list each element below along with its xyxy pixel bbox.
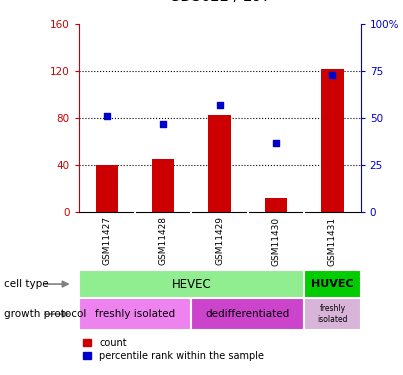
Legend: count, percentile rank within the sample: count, percentile rank within the sample bbox=[83, 338, 264, 361]
Text: freshly
isolated: freshly isolated bbox=[317, 304, 348, 324]
Point bbox=[329, 72, 336, 78]
Text: GSM11427: GSM11427 bbox=[102, 216, 111, 266]
Bar bbox=[79, 298, 191, 330]
Bar bbox=[304, 270, 361, 298]
Text: dedifferentiated: dedifferentiated bbox=[206, 309, 290, 319]
Bar bbox=[304, 298, 361, 330]
Text: cell type: cell type bbox=[4, 279, 49, 289]
Point bbox=[216, 102, 223, 108]
Text: GSM11430: GSM11430 bbox=[272, 216, 280, 266]
Bar bbox=[321, 69, 344, 212]
Bar bbox=[152, 159, 174, 212]
Text: GDS622 / 297: GDS622 / 297 bbox=[168, 0, 271, 4]
Bar bbox=[79, 270, 304, 298]
Text: GSM11429: GSM11429 bbox=[215, 216, 224, 266]
Bar bbox=[208, 115, 231, 212]
Text: GSM11428: GSM11428 bbox=[159, 216, 168, 266]
Bar bbox=[96, 165, 118, 212]
Bar bbox=[265, 198, 287, 212]
Text: GSM11431: GSM11431 bbox=[328, 216, 337, 266]
Bar bbox=[191, 298, 304, 330]
Text: growth protocol: growth protocol bbox=[4, 309, 86, 319]
Text: HUVEC: HUVEC bbox=[311, 279, 354, 289]
Text: freshly isolated: freshly isolated bbox=[95, 309, 175, 319]
Point bbox=[104, 113, 110, 119]
Point bbox=[160, 121, 166, 127]
Text: HEVEC: HEVEC bbox=[172, 278, 211, 291]
Point bbox=[273, 140, 279, 146]
